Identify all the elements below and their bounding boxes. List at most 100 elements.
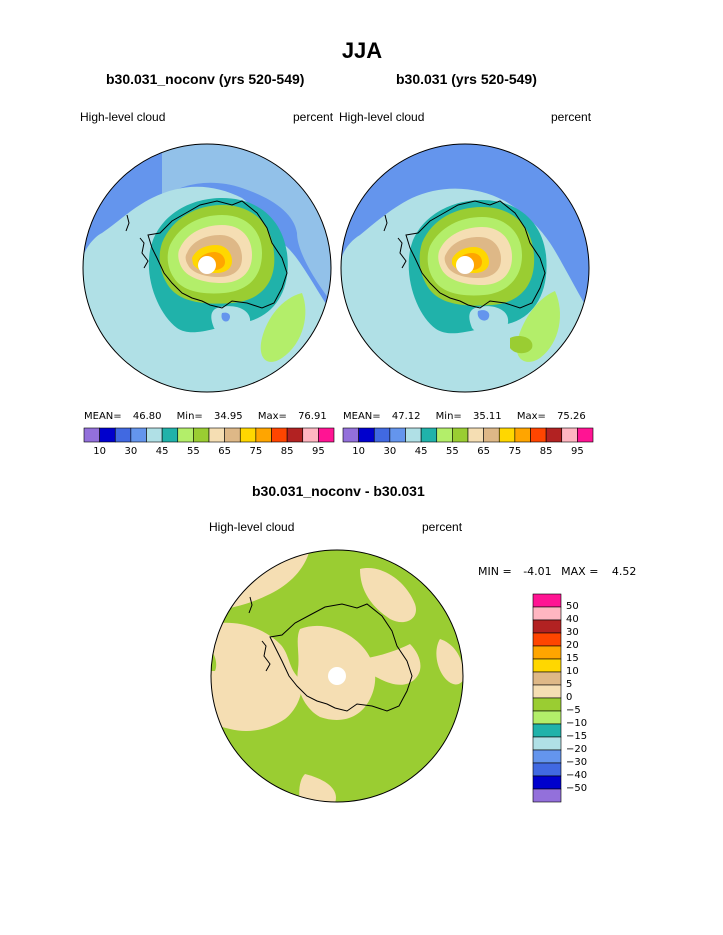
colorbar-swatch <box>146 427 163 443</box>
colorbar-swatch <box>83 427 100 443</box>
right-colorbar <box>342 427 594 443</box>
colorbar-swatch <box>532 710 562 725</box>
colorbar-tick-label: 55 <box>446 446 459 457</box>
colorbar-swatch <box>532 645 562 660</box>
colorbar-tick-label: 10 <box>566 666 579 677</box>
colorbar-swatch <box>577 427 594 443</box>
diff-variable-label: High-level cloud <box>209 520 295 534</box>
colorbar-swatch <box>532 749 562 764</box>
colorbar-tick-label: 30 <box>124 446 138 457</box>
colorbar-swatch <box>436 427 453 443</box>
diff-colorbar <box>532 593 562 803</box>
colorbar-swatch <box>532 593 562 608</box>
right-mean-value: 47.12 <box>391 411 421 422</box>
colorbar-swatch <box>532 619 562 634</box>
right-case-title: b30.031 (yrs 520-549) <box>396 71 537 87</box>
colorbar-swatch <box>271 427 288 443</box>
left-max-label: Max= <box>257 411 287 422</box>
colorbar-swatch <box>545 427 563 443</box>
colorbar-tick-label: 5 <box>566 679 573 690</box>
colorbar-tick-label: −20 <box>566 744 588 755</box>
colorbar-swatch <box>342 427 359 443</box>
colorbar-swatch <box>532 788 562 803</box>
diff-min-label: MIN = <box>478 565 512 578</box>
colorbar-swatch <box>532 684 562 699</box>
colorbar-tick-label: 40 <box>566 614 579 625</box>
colorbar-swatch <box>532 671 562 686</box>
colorbar-swatch <box>286 427 304 443</box>
right-units-label: percent <box>551 110 592 124</box>
colorbar-swatch <box>99 427 116 443</box>
colorbar-swatch <box>530 427 547 443</box>
colorbar-swatch <box>452 427 469 443</box>
colorbar-swatch <box>239 427 257 443</box>
colorbar-tick-label: −10 <box>566 718 588 729</box>
diff-max-label: MAX = <box>561 565 599 578</box>
left-mean-label: MEAN= <box>84 411 122 422</box>
diff-colorbar-ticks: 50 40 30 20 15 10 5 0 −5 −10 −15 −20 −30 −40 −50 <box>566 594 606 802</box>
diff-polar-map <box>210 549 464 803</box>
colorbar-tick-label: 45 <box>414 446 428 457</box>
colorbar-swatch <box>193 427 210 443</box>
colorbar-swatch <box>318 427 335 443</box>
colorbar-swatch <box>532 697 562 712</box>
colorbar-tick-label: 30 <box>383 446 397 457</box>
left-polar-map <box>82 143 332 393</box>
colorbar-swatch <box>420 427 438 443</box>
plot-title: JJA <box>341 38 383 63</box>
colorbar-swatch <box>498 427 516 443</box>
left-stats: MEAN= 46.80 Min= 34.95 Max= 76.91 <box>84 411 327 422</box>
colorbar-tick-label: 75 <box>508 446 522 457</box>
colorbar-swatch <box>532 658 562 673</box>
left-colorbar-ticks: 10 30 45 55 65 75 85 95 <box>84 446 334 460</box>
colorbar-tick-label: 75 <box>249 446 263 457</box>
right-max-label: Max= <box>516 411 546 422</box>
colorbar-swatch <box>161 427 179 443</box>
right-min-label: Min= <box>435 411 462 422</box>
colorbar-swatch <box>532 723 562 738</box>
left-colorbar <box>83 427 335 443</box>
diff-units-label: percent <box>422 520 463 534</box>
right-stats: MEAN= 47.12 Min= 35.11 Max= 75.26 <box>343 411 586 422</box>
diff-min-value: -4.01 <box>523 565 552 578</box>
colorbar-tick-label: −30 <box>566 757 588 768</box>
colorbar-tick-label: 10 <box>93 446 106 457</box>
colorbar-tick-label: 55 <box>187 446 200 457</box>
left-case-title: b30.031_noconv (yrs 520-549) <box>106 71 305 87</box>
colorbar-swatch <box>467 427 484 443</box>
colorbar-tick-label: 10 <box>352 446 365 457</box>
colorbar-swatch <box>177 427 194 443</box>
colorbar-swatch <box>483 427 500 443</box>
colorbar-tick-label: 0 <box>566 692 573 703</box>
colorbar-tick-label: 50 <box>566 601 579 612</box>
colorbar-tick-label: 65 <box>218 446 231 457</box>
colorbar-swatch <box>532 736 562 751</box>
colorbar-swatch <box>532 606 562 621</box>
colorbar-tick-label: 45 <box>155 446 169 457</box>
colorbar-swatch <box>532 632 562 647</box>
colorbar-swatch <box>514 427 531 443</box>
left-units-label: percent <box>293 110 334 124</box>
left-mean-value: 46.80 <box>132 411 162 422</box>
right-variable-label: High-level cloud <box>339 110 425 124</box>
colorbar-swatch <box>373 427 391 443</box>
colorbar-swatch <box>389 427 406 443</box>
right-polar-map <box>340 143 590 393</box>
colorbar-tick-label: −50 <box>566 783 588 794</box>
colorbar-swatch <box>224 427 241 443</box>
left-max-value: 76.91 <box>298 411 327 422</box>
colorbar-swatch <box>358 427 375 443</box>
colorbar-swatch <box>208 427 225 443</box>
colorbar-tick-label: 95 <box>571 446 584 457</box>
colorbar-tick-label: −15 <box>566 731 588 742</box>
colorbar-swatch <box>114 427 132 443</box>
left-min-label: Min= <box>176 411 203 422</box>
colorbar-swatch <box>532 775 562 790</box>
colorbar-tick-label: 85 <box>539 446 553 457</box>
colorbar-swatch <box>255 427 272 443</box>
diff-stats: MIN = -4.01 MAX = 4.52 <box>478 565 636 578</box>
right-max-value: 75.26 <box>557 411 586 422</box>
colorbar-swatch <box>561 427 578 443</box>
colorbar-tick-label: 30 <box>566 627 579 638</box>
left-min-value: 34.95 <box>213 411 243 422</box>
